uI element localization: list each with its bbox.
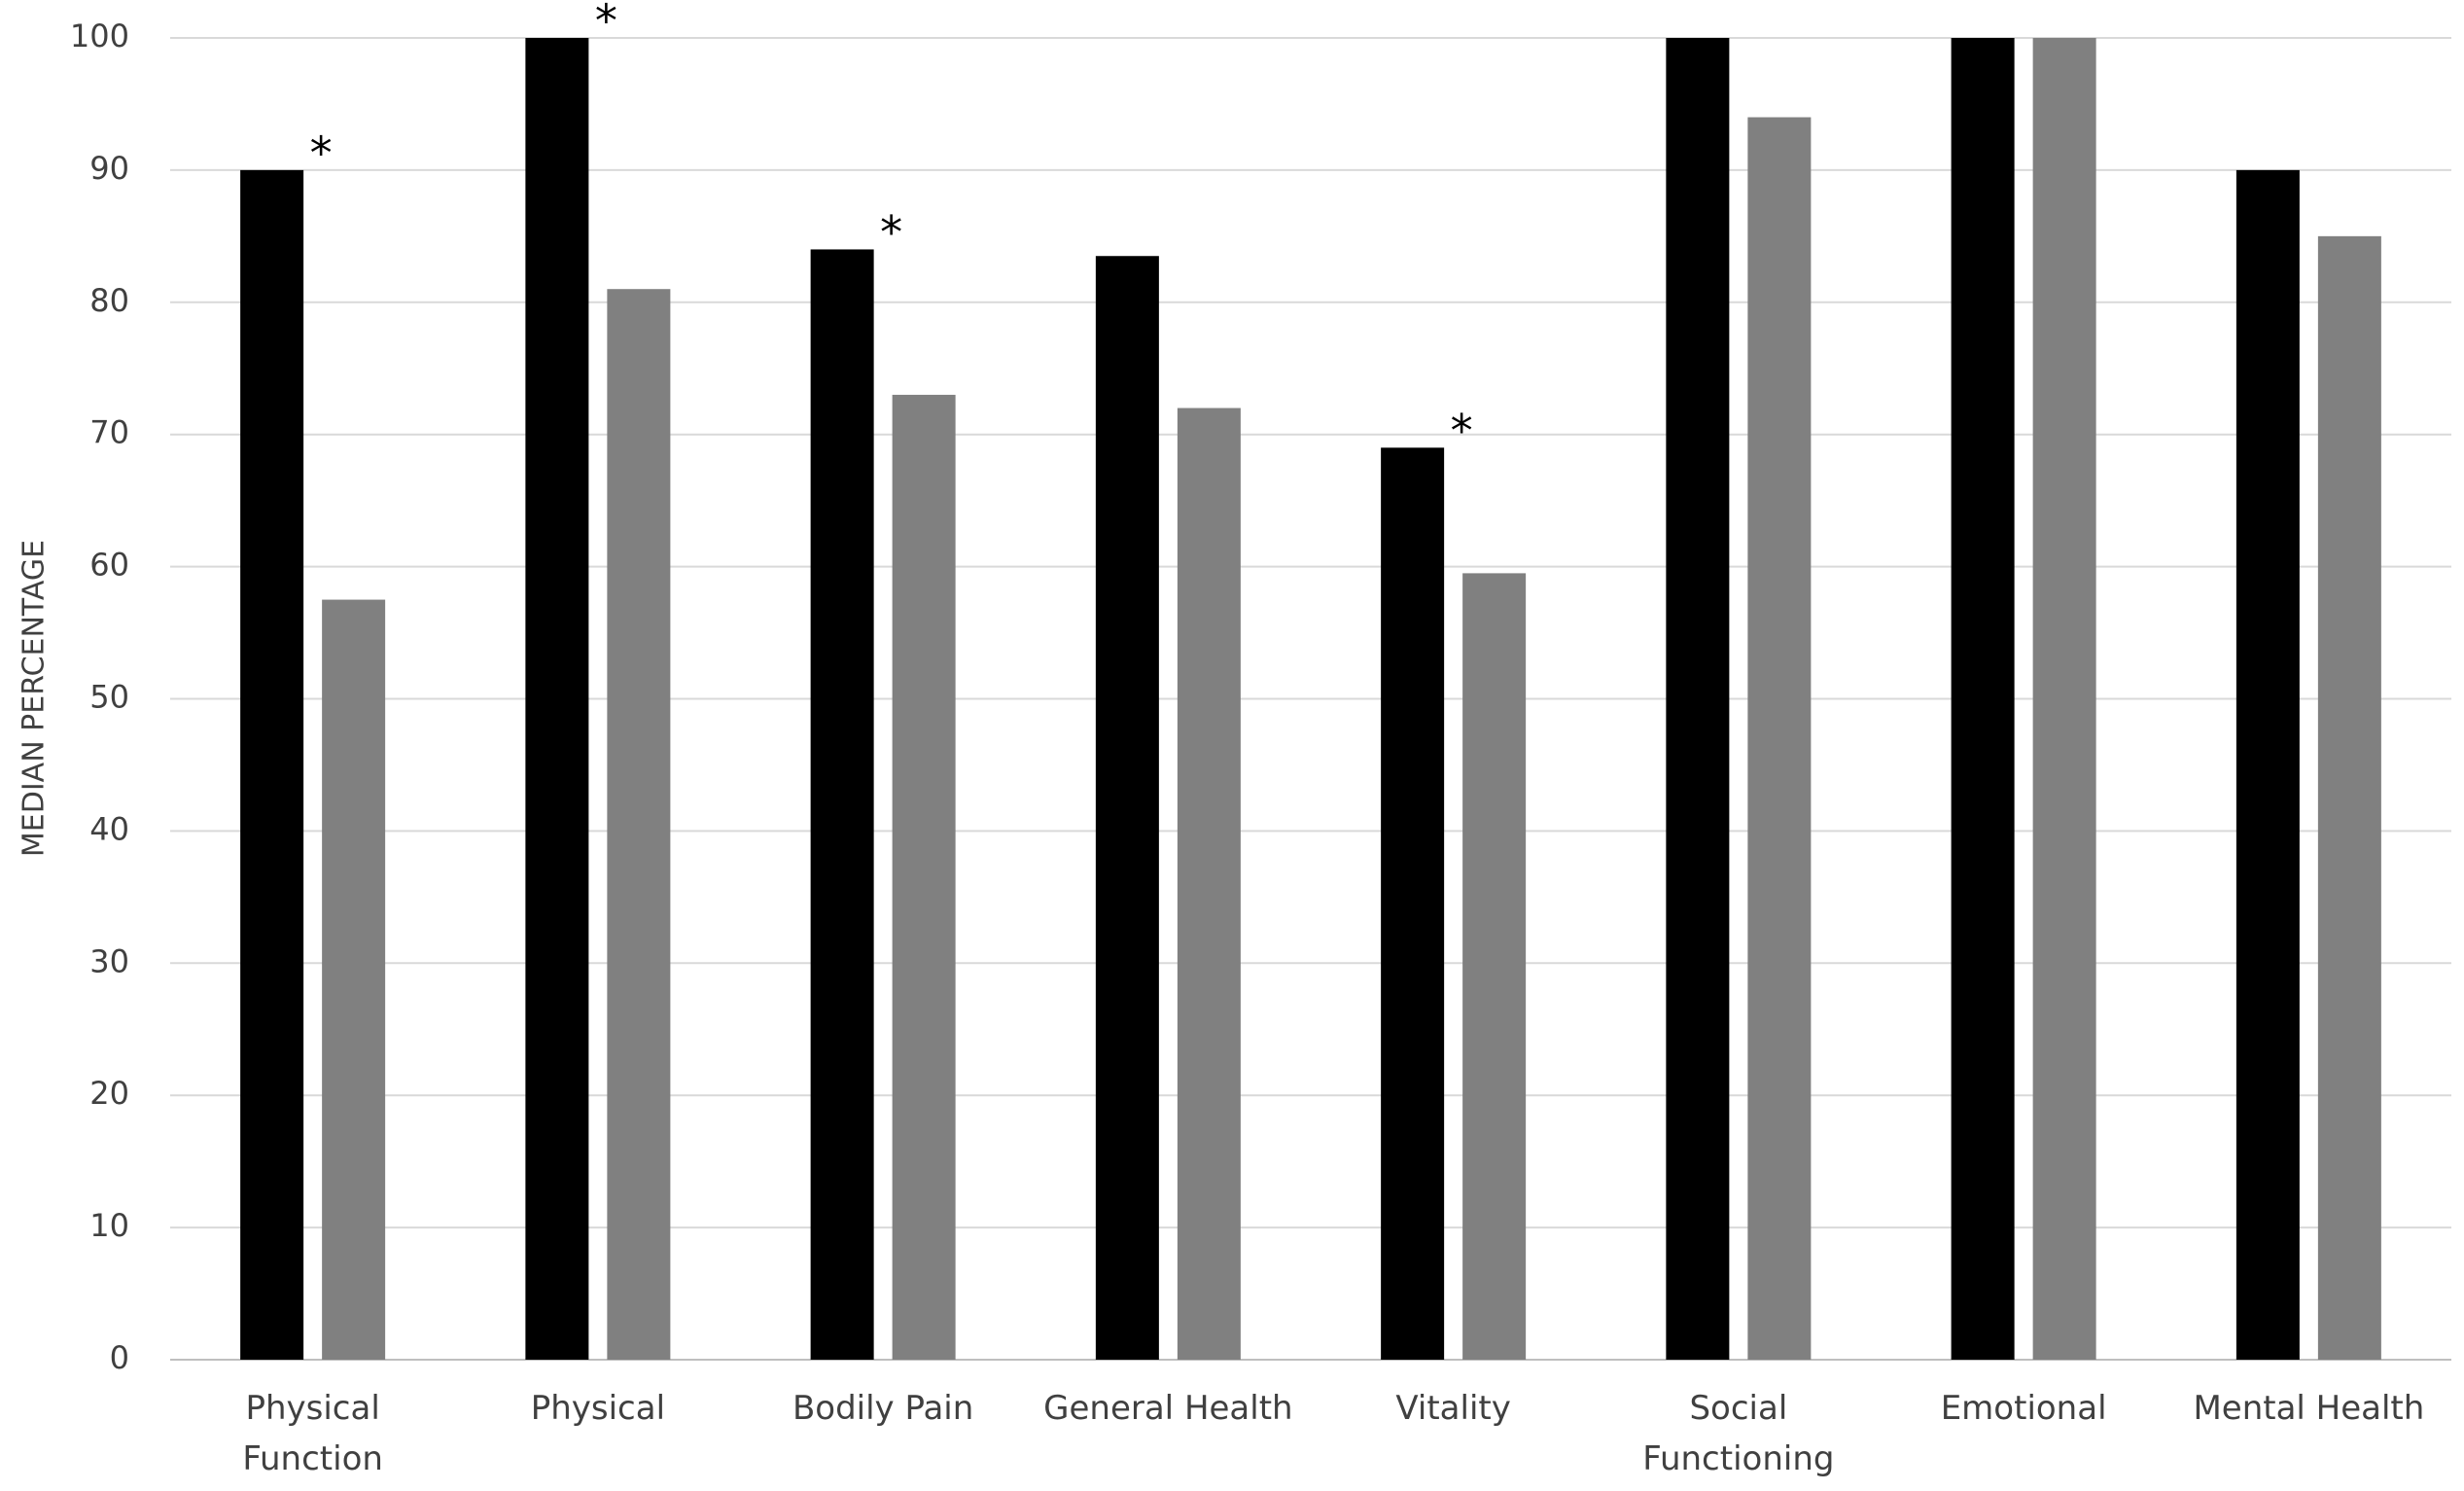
y-tick-label: 20 <box>89 1075 129 1112</box>
x-tick-label: General Health <box>1043 1389 1293 1428</box>
bar <box>810 249 874 1361</box>
bar <box>1177 408 1241 1360</box>
bar <box>525 38 589 1360</box>
bar <box>1095 256 1159 1360</box>
significance-marker: * <box>1451 405 1473 457</box>
bar <box>1747 117 1812 1360</box>
bar <box>2032 38 2096 1360</box>
bar <box>240 169 304 1360</box>
y-tick-label: 40 <box>89 810 129 847</box>
bar <box>322 599 386 1360</box>
bar <box>2235 169 2300 1360</box>
y-tick-label: 10 <box>89 1207 129 1244</box>
y-axis-title: MEDIAN PERCENTAGE <box>18 540 52 857</box>
x-tick-label: Mental Health <box>2193 1389 2425 1428</box>
x-tick-label: Physical <box>530 1389 666 1428</box>
significance-marker: * <box>310 126 333 179</box>
y-tick-label: 80 <box>89 282 129 319</box>
bar <box>1381 447 1445 1360</box>
bar <box>1951 38 2015 1360</box>
x-tick-label: Vitality <box>1395 1389 1511 1428</box>
bar <box>1666 38 1730 1360</box>
bar <box>892 394 956 1360</box>
x-tick-label: Social Functioning <box>1642 1389 1835 1478</box>
bar <box>2317 235 2381 1361</box>
bar <box>607 289 671 1361</box>
y-tick-label: 90 <box>89 150 129 187</box>
y-tick-label: 100 <box>70 18 129 54</box>
x-tick-label: Physical Function <box>242 1389 383 1478</box>
x-tick-label: Bodily Pain <box>792 1389 974 1428</box>
significance-marker: * <box>595 0 617 48</box>
x-tick-label: Emotional <box>1940 1389 2107 1428</box>
y-tick-label: 60 <box>89 547 129 584</box>
significance-marker: * <box>880 206 902 259</box>
bar <box>1462 573 1527 1360</box>
y-tick-label: 30 <box>89 942 129 979</box>
y-tick-label: 0 <box>110 1339 129 1376</box>
y-tick-label: 50 <box>89 679 129 716</box>
y-tick-label: 70 <box>89 414 129 451</box>
